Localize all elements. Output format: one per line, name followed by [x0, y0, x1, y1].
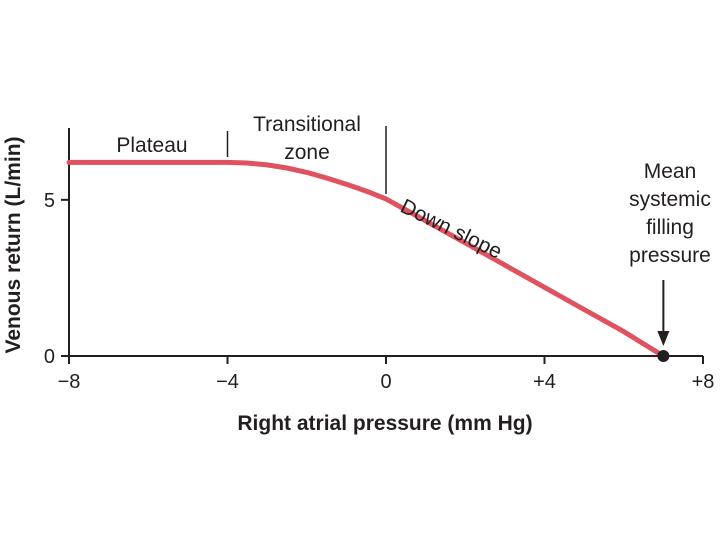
- x-tick-label: +8: [692, 371, 715, 393]
- transitional-zone-label: Transitional: [253, 113, 361, 136]
- msfp-label: filling: [646, 216, 694, 239]
- y-tick-label: 0: [44, 346, 55, 368]
- series-layer: [66, 159, 670, 362]
- msfp-label: pressure: [629, 244, 711, 267]
- msfp-point: [657, 350, 670, 362]
- x-tick-label: 0: [380, 371, 391, 393]
- transitional-zone-label: zone: [284, 141, 330, 164]
- plateau-label: Plateau: [116, 134, 187, 157]
- venous-return-curve: [66, 159, 666, 359]
- x-tick-label: −8: [58, 371, 81, 393]
- msfp-label: Mean: [644, 160, 697, 183]
- msfp-label: systemic: [629, 188, 711, 211]
- ticks: −8 −4 0 +4 +8 0 5: [44, 190, 715, 393]
- x-tick-label: −4: [216, 371, 239, 393]
- zone-dividers: [226, 126, 387, 194]
- y-tick-label: 5: [44, 190, 55, 212]
- x-axis-title: Right atrial pressure (mm Hg): [237, 412, 532, 435]
- annotations: Plateau Transitional zone Down slope Mean sys…: [116, 113, 711, 346]
- x-tick-label: +4: [533, 371, 556, 393]
- msfp-arrow-head: [657, 331, 670, 346]
- y-axis-title: Venous return (L/min): [2, 136, 25, 353]
- down-slope-label: Down slope: [397, 195, 506, 264]
